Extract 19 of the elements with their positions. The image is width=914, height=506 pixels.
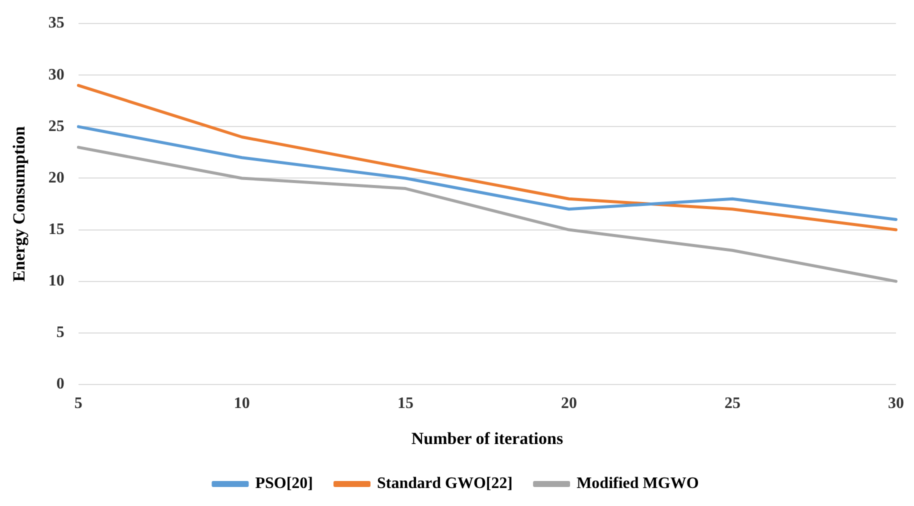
- y-tick-label: 5: [56, 324, 64, 341]
- y-tick-label: 10: [48, 272, 64, 290]
- y-tick-label: 35: [48, 14, 64, 32]
- x-tick-label: 20: [560, 395, 577, 412]
- y-tick-label: 30: [48, 66, 64, 84]
- y-axis-title: Energy Consumption: [10, 126, 29, 282]
- x-tick-label: 30: [888, 395, 904, 412]
- x-tick-label: 10: [234, 395, 250, 412]
- x-tick-label: 5: [74, 395, 82, 412]
- x-tick-label: 15: [397, 395, 414, 412]
- x-tick-label: 25: [724, 395, 740, 412]
- legend-label: Standard GWO[22]: [376, 475, 513, 492]
- y-tick-label: 20: [48, 169, 64, 186]
- y-tick-label: 15: [48, 220, 64, 238]
- legend-label: Modified MGWO: [576, 475, 699, 492]
- x-axis-title: Number of iterations: [411, 429, 564, 448]
- y-tick-label: 25: [48, 118, 64, 135]
- y-tick-label: 0: [56, 376, 64, 393]
- legend-label: PSO[20]: [255, 475, 314, 492]
